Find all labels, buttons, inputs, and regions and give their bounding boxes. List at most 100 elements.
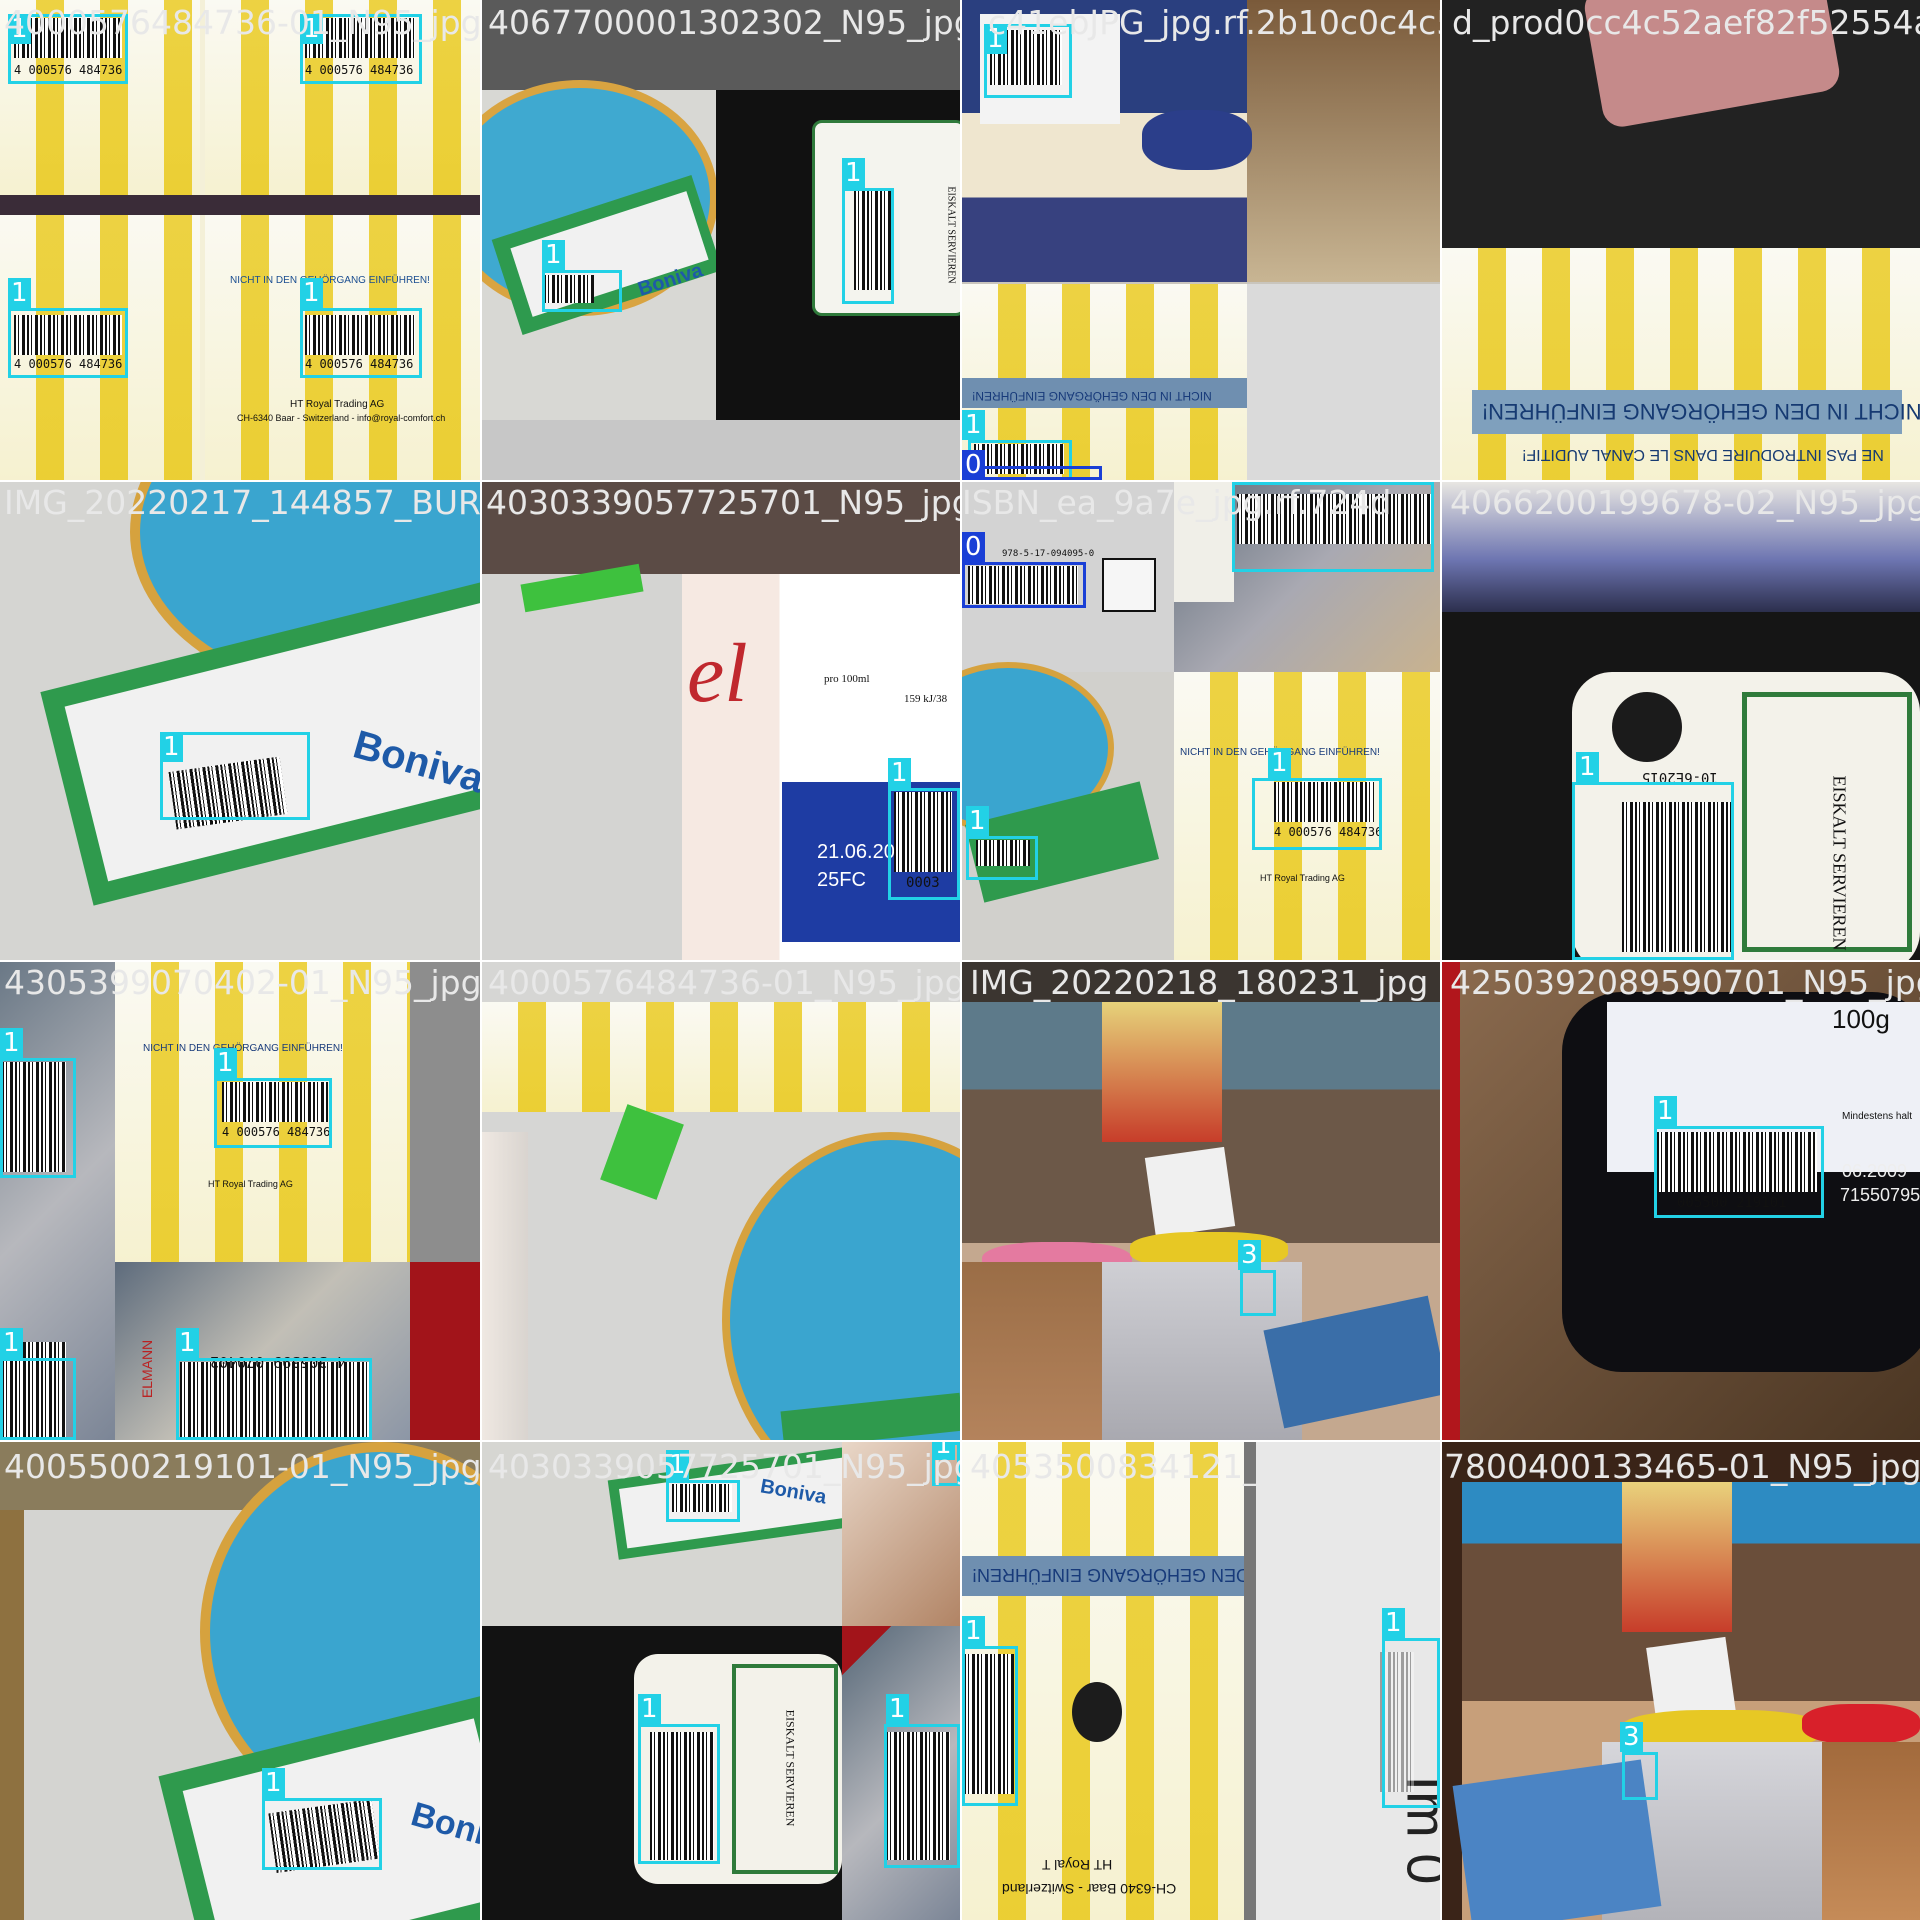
recycle-icon <box>1612 692 1682 762</box>
barcode-graphic <box>1622 802 1732 952</box>
detection-label: 1 <box>966 806 989 836</box>
detection-box <box>214 1078 332 1148</box>
package-panel <box>1442 248 1920 480</box>
tile-2: Boniva EISKALT SERVIEREN 1 1 40677000013… <box>482 0 960 480</box>
package-warning: NICHT IN DEN GEHÖRGANG EINFÜHREN! <box>143 1043 343 1054</box>
pink-object <box>1581 0 1843 130</box>
detection-label: 0 <box>962 532 985 562</box>
barcode-number: 0003 <box>906 875 940 891</box>
package-address: CH-6340 Baar - Switzerland <box>1002 1881 1177 1897</box>
package-company: HT Royal Trading AG <box>208 1179 293 1189</box>
detection-label: 0 <box>962 450 985 480</box>
detection-label: 3 <box>1238 1240 1261 1270</box>
detection-label: 1 <box>666 1450 689 1480</box>
package-warning: NICHT IN DEN GEHÖRGANG EINFÜHREN! <box>230 275 430 286</box>
tile-15: NICHT IN DEN GEHÖRGANG EINFÜHREN! HT Roy… <box>962 1442 1440 1920</box>
detection-box <box>176 1358 372 1440</box>
detection-box <box>300 308 422 378</box>
detection-label: 1 <box>1576 752 1599 782</box>
label-kj: 25FC <box>817 869 866 891</box>
detection-label: 1 <box>1382 1608 1405 1638</box>
detection-box <box>962 562 1086 608</box>
barcode-number: 4 000576 484736 <box>14 357 123 371</box>
tile-5: Boniva 1 IMG_20220217_144857_BURST0 <box>0 482 480 960</box>
tile-11: 3 IMG_20220218_180231_jpg <box>962 962 1440 1440</box>
package-band <box>962 1556 1244 1596</box>
detection-label: 1 <box>638 1694 661 1724</box>
barcode-graphic <box>1657 1132 1817 1192</box>
detection-label: 1 <box>176 1328 199 1358</box>
grid-separator <box>0 960 1920 962</box>
package-company: HT Royal Trading AG <box>290 399 385 410</box>
tile-7: 978-5-17-094095-0 NICHT IN DEN GEHÖRGANG… <box>962 482 1440 960</box>
barcode-graphic <box>1274 782 1374 822</box>
tile-6: el pro 100ml 159 kJ/38 21.06.2008 25FC 0… <box>482 482 960 960</box>
detection-box <box>842 188 894 304</box>
grid-separator <box>0 1440 1920 1442</box>
top-strip <box>482 482 960 574</box>
package-band <box>1472 390 1902 434</box>
gray-side <box>410 962 480 1262</box>
snack-packs <box>1622 1482 1732 1632</box>
left-edge <box>0 1510 24 1920</box>
label-lot: 71550795 <box>1840 1185 1920 1205</box>
label-mindestens: Mindestens halt <box>1842 1111 1913 1122</box>
barcode-graphic <box>886 1732 950 1860</box>
detection-label: 1 <box>0 1028 23 1058</box>
tile-filename: 7800400133465-01_N95_jpg <box>1444 1448 1920 1486</box>
photo-strip <box>482 420 960 480</box>
detection-label: 1 <box>8 278 31 308</box>
detection-label: 1 <box>0 1328 23 1358</box>
detection-box <box>1240 1270 1276 1316</box>
barcode-number: 4 000576 484736 <box>305 63 414 77</box>
red-strip <box>410 1262 480 1440</box>
tile-16: 3 7800400133465-01_N95_jpg <box>1442 1442 1920 1920</box>
label-letter: el <box>687 627 748 720</box>
barcode-graphic <box>964 1654 1014 1794</box>
package-shelf <box>0 195 480 215</box>
detection-box <box>1252 778 1382 850</box>
tile-12: 100g Mindestens halt 005500 219101 06.20… <box>1442 962 1920 1440</box>
detection-label: 1 <box>888 758 911 788</box>
label-side-text: EISKALT SERVIEREN <box>1829 775 1850 951</box>
barcode-number: 005500 219101 <box>1677 1195 1787 1211</box>
barcode-graphic <box>305 315 415 355</box>
nutrition-value: 159 kJ/38 <box>904 693 948 705</box>
label-weight: 100g <box>1832 1004 1890 1034</box>
detection-label: 1 <box>842 158 865 188</box>
photo-panel <box>482 574 682 960</box>
grid-separator <box>0 480 1920 482</box>
shelf-photo <box>1247 0 1440 282</box>
label-side-text: EISKALT SERVIEREN <box>945 186 957 284</box>
barcode-number: 4 000576 484736 <box>14 63 123 77</box>
barcode-graphic <box>14 18 122 58</box>
label-green-frame <box>1742 692 1912 952</box>
detection-box <box>888 788 960 900</box>
tile-4: NICHT IN DEN GEHÖRGANG EINFÜHREN! NE PAS… <box>1442 0 1920 480</box>
package-company: HT Royal Trading AG <box>1260 873 1345 883</box>
jar-beans <box>1822 1742 1920 1920</box>
detection-label: 1 <box>300 14 323 44</box>
green-wrapper <box>600 1104 684 1200</box>
package-warning: NICHT IN DEN GEHÖRGANG EINFÜHREN! <box>1482 399 1920 424</box>
detection-label: 1 <box>962 410 985 440</box>
detection-box <box>262 1798 382 1870</box>
label-date: 21.06.2008 <box>817 841 918 863</box>
detection-box <box>638 1724 720 1864</box>
barcode-graphic <box>672 1484 732 1512</box>
desk-photo <box>1247 284 1440 480</box>
detection-box <box>8 308 128 378</box>
package-warning: NICHT IN DEN GEHÖRGANG EINFÜHREN! <box>972 389 1212 403</box>
detection-label: 3 <box>1620 1722 1643 1752</box>
tile-8: 10-6E2015 EISKALT SERVIEREN 1 4066200199… <box>1442 482 1920 960</box>
red-edge <box>1442 962 1460 1440</box>
detection-box <box>984 24 1072 98</box>
tile-filename: 4000576484736-01_N95_jpg <box>488 964 960 1002</box>
barcode-graphic <box>2 1062 66 1172</box>
detection-label: 1 <box>300 278 323 308</box>
package-brand: ELMANN <box>139 1339 156 1399</box>
detection-label: 1 <box>1268 748 1291 778</box>
tile-3: NICHT IN DEN GEHÖRGANG EINFÜHREN! 1 1 0 … <box>962 0 1440 480</box>
barcode-number: 4 000576 484736 <box>305 357 414 371</box>
